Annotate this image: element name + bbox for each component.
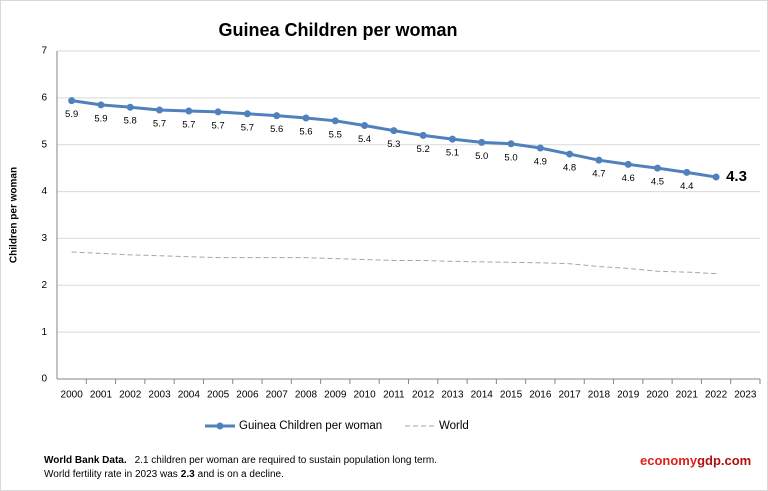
point: [566, 150, 574, 158]
point: [243, 110, 251, 118]
data-label: 4.9: [534, 157, 547, 168]
footnote-line2: World fertility rate in 2023 was: [44, 469, 178, 480]
point: [156, 106, 164, 114]
point: [419, 131, 427, 139]
y-tick-label: 2: [41, 280, 47, 291]
data-label: 4.8: [563, 163, 576, 174]
x-tick-label: 2006: [236, 390, 259, 401]
data-label: 5.1: [446, 148, 459, 159]
x-tick-label: 2018: [588, 390, 611, 401]
point: [683, 168, 691, 176]
point: [390, 127, 398, 135]
brand-part: economy: [640, 453, 698, 468]
x-tick-label: 2020: [646, 390, 669, 401]
y-tick-label: 3: [41, 233, 47, 244]
x-tick-label: 2014: [471, 390, 494, 401]
point: [653, 164, 661, 172]
x-tick-label: 2023: [734, 390, 757, 401]
point: [331, 117, 339, 125]
footnote-source: World Bank Data.: [44, 455, 127, 466]
x-tick-label: 2002: [119, 390, 142, 401]
data-label: 5.7: [241, 122, 254, 133]
x-tick-label: 2016: [529, 390, 552, 401]
y-tick-label: 6: [41, 92, 47, 103]
footnote-line1: 2.1 children per woman are required to s…: [135, 455, 437, 466]
x-tick-label: 2011: [383, 390, 405, 401]
point: [478, 138, 486, 146]
footnote: World Bank Data. 2.1 children per woman a…: [44, 455, 437, 466]
legend-label: Guinea Children per woman: [239, 420, 382, 432]
data-label: 5.7: [211, 120, 224, 131]
legend-marker: [216, 422, 224, 430]
series-line: [71, 251, 717, 275]
point: [536, 144, 544, 152]
point: [97, 101, 105, 109]
data-label: 4.6: [622, 173, 635, 184]
data-label: 5.9: [94, 113, 107, 124]
point: [68, 97, 76, 105]
x-tick-label: 2015: [500, 390, 523, 401]
point: [595, 156, 603, 164]
y-tick-label: 7: [41, 46, 47, 57]
brand-part: gdp.com: [697, 453, 751, 468]
x-tick-label: 2010: [353, 390, 376, 401]
point: [712, 173, 720, 181]
data-label: 5.9: [65, 109, 78, 120]
point: [448, 135, 456, 143]
point: [507, 140, 515, 148]
footnote-line2-end: and is on a decline.: [198, 469, 284, 480]
data-label: 4.7: [592, 169, 605, 180]
point: [126, 103, 134, 111]
y-tick-label: 4: [41, 186, 47, 197]
chart-title: Guinea Children per woman: [218, 20, 457, 40]
x-tick-label: 2017: [558, 390, 581, 401]
data-label: 5.4: [358, 134, 371, 145]
y-tick-label: 5: [41, 139, 47, 150]
data-label: 4.5: [651, 177, 664, 188]
point: [214, 108, 222, 116]
x-tick-label: 2022: [705, 390, 728, 401]
x-tick-label: 2009: [324, 390, 347, 401]
footnote-2: World fertility rate in 2023 was 2.3 and i…: [44, 469, 284, 480]
point: [302, 114, 310, 122]
data-label: 5.2: [417, 144, 430, 155]
x-tick-label: 2000: [61, 390, 84, 401]
point: [185, 107, 193, 115]
x-tick-label: 2004: [178, 390, 201, 401]
point: [273, 112, 281, 120]
x-tick-label: 2021: [676, 390, 699, 401]
x-tick-label: 2012: [412, 390, 435, 401]
x-tick-label: 2013: [441, 390, 464, 401]
y-tick-label: 0: [41, 374, 47, 385]
x-tick-label: 2019: [617, 390, 640, 401]
x-tick-label: 2008: [295, 390, 318, 401]
data-label: 5.0: [504, 152, 517, 163]
x-tick-label: 2001: [90, 390, 113, 401]
legend-label: World: [439, 420, 469, 432]
data-label: 5.3: [387, 139, 400, 150]
y-axis-label: Children per woman: [9, 167, 20, 263]
data-label: 4.3: [726, 168, 747, 185]
point: [624, 160, 632, 168]
data-label: 5.5: [329, 129, 342, 140]
footnote-value: 2.3: [181, 469, 195, 480]
data-label: 5.7: [182, 119, 195, 130]
x-tick-label: 2005: [207, 390, 230, 401]
x-tick-label: 2007: [266, 390, 289, 401]
x-tick-label: 2003: [148, 390, 171, 401]
data-label: 5.6: [299, 127, 312, 138]
y-tick-label: 1: [41, 327, 47, 338]
data-label: 5.7: [153, 119, 166, 130]
data-label: 5.6: [270, 124, 283, 135]
brand: economygdp.com: [640, 453, 751, 468]
data-label: 5.8: [124, 116, 137, 127]
data-label: 5.0: [475, 151, 488, 162]
data-label: 4.4: [680, 181, 693, 192]
point: [361, 122, 369, 130]
